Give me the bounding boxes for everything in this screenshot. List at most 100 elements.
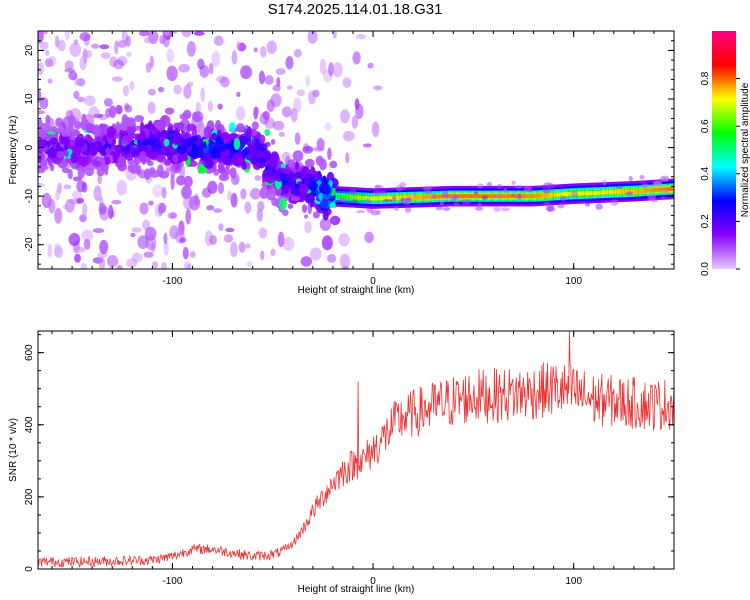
spectrogram-blob (143, 168, 151, 180)
spectrogram-band-cell (470, 194, 474, 199)
colorbar-label: Normalized spectral amplitude (740, 82, 750, 217)
spectrogram-band-cell (670, 187, 674, 191)
spectrogram-noise-blob (351, 115, 359, 129)
spectrogram-noise-blob (117, 40, 128, 48)
spectrogram-band-cell (635, 189, 639, 194)
spectrogram-band-cell (642, 188, 645, 193)
spectrogram-noise-blob (183, 84, 192, 99)
spectrogram-band-cell (618, 189, 621, 194)
colorbar-ticks: 0.0 0.2 0.4 0.6 0.8 (700, 71, 740, 276)
spectrogram-noise-blob (84, 95, 96, 106)
spectrogram-noise-blob (44, 58, 54, 68)
spectrogram-band-cell (337, 194, 340, 199)
spectrogram-noise-blob (157, 86, 165, 93)
spectrogram-blob (67, 115, 77, 126)
spectrogram-noise-blob (77, 96, 85, 103)
spectrogram-noise-blob (100, 52, 111, 59)
spectrogram-band-cell (608, 190, 612, 195)
spectrogram-band-cell (430, 194, 434, 199)
spectrogram-blob (176, 122, 185, 131)
spectrogram-halo (439, 199, 445, 206)
spectrogram-band-cell (565, 192, 568, 197)
spectrogram-noise-blob (206, 204, 215, 211)
spectrogram-noise-blob (163, 31, 170, 36)
spectrogram-band-cell (349, 195, 353, 200)
spectrogram-noise-blob (238, 241, 246, 253)
spectrogram-blob (127, 163, 135, 173)
spectrogram-noise-blob (65, 31, 70, 41)
spectrogram-blob (121, 135, 132, 146)
spectrogram-noise-blob (308, 90, 316, 105)
spectrogram-noise-blob (83, 238, 91, 250)
spectrogram-noise-blob (204, 230, 213, 247)
spectrogram-noise-blob (163, 232, 168, 245)
spectrogram-noise-blob (80, 263, 87, 269)
spectrogram-blob (304, 158, 315, 168)
spectrogram-blob (175, 175, 187, 186)
spectrogram-noise-blob (88, 106, 100, 119)
spectrogram-noise-blob (300, 256, 313, 267)
spectrogram-band-cell (504, 194, 507, 199)
spectrogram-blob (38, 138, 47, 148)
spectrogram-band-cell (606, 190, 610, 195)
spectrogram-band-cell (558, 192, 562, 197)
figure-title: S174.2025.114.01.18.G31 (268, 1, 443, 18)
spectrogram-band-cell (545, 193, 549, 198)
spectrogram-blob (98, 123, 109, 130)
spectrogram-blob (275, 187, 283, 196)
spectrogram-noise-blob (332, 62, 343, 78)
spectrogram-noise-blob (71, 190, 83, 199)
spectrogram-noise-blob (254, 175, 262, 181)
colorbar-tick-label: 0.0 (700, 262, 711, 276)
spectrogram-noise-blob (185, 208, 192, 225)
spectrogram-band-cell (592, 190, 596, 195)
spectrogram-halo (451, 194, 460, 201)
spectrogram-blob (140, 130, 146, 142)
spectrogram-noise-blob (103, 97, 113, 107)
spectrogram-band-cell (428, 194, 432, 199)
snr-ticks: -100 0 100 0 200 400 600 (24, 331, 675, 587)
spectrogram-blob (64, 150, 69, 157)
spectrogram-band-cell (479, 194, 483, 199)
colorbar-tick-label: 0.8 (700, 71, 711, 85)
spectrogram-band-cell (531, 194, 535, 199)
spectrogram-noise-blob (262, 110, 270, 120)
spectrogram-noise-blob (328, 62, 335, 77)
spectrogram-noise-blob (282, 236, 295, 251)
spectrogram-band-cell (340, 194, 344, 199)
spectrogram-blob (100, 146, 107, 157)
spectrogram-noise-blob (166, 65, 178, 82)
spectrogram-blob (50, 126, 58, 133)
spectrogram-band-cell (438, 194, 442, 199)
spectrogram-band-cell (396, 195, 400, 200)
spectrogram-x-label: Height of straight line (km) (298, 285, 415, 296)
spectrogram-noise-blob (327, 253, 337, 263)
spectrogram-halo (453, 201, 460, 207)
spectrogram-halo (481, 195, 489, 200)
spectrogram-noise-blob (54, 208, 63, 224)
spectrogram-blob (121, 114, 128, 126)
snr-frame (37, 330, 675, 570)
spectrogram-halo (542, 186, 552, 194)
spectrogram-band-cell (447, 194, 451, 199)
spectrogram-halo (514, 184, 523, 189)
spectrogram-noise-blob (225, 227, 235, 233)
spectrogram-noise-blob (246, 260, 253, 267)
spectrogram-blob (281, 209, 289, 217)
spectrogram-noise-blob (211, 51, 221, 67)
spectrogram-noise-blob (189, 251, 196, 258)
spectrogram-blob (67, 123, 74, 132)
spectrogram-noise-blob (79, 32, 91, 42)
spectrogram-band-cell (603, 190, 607, 195)
spectrogram-band-cell (634, 189, 637, 194)
spectrogram-noise-blob (126, 258, 138, 268)
spectrogram-band-cell (616, 189, 620, 194)
x-tick-label: 100 (565, 276, 582, 287)
spectrogram-halo (570, 190, 578, 198)
spectrogram-noise-blob (305, 75, 310, 87)
spectrogram-noise-blob (76, 78, 86, 87)
spectrogram-blob (265, 168, 274, 177)
y-tick-label: 400 (24, 416, 35, 433)
spectrogram-noise-blob (161, 186, 167, 199)
spectrogram-blob (134, 114, 145, 123)
